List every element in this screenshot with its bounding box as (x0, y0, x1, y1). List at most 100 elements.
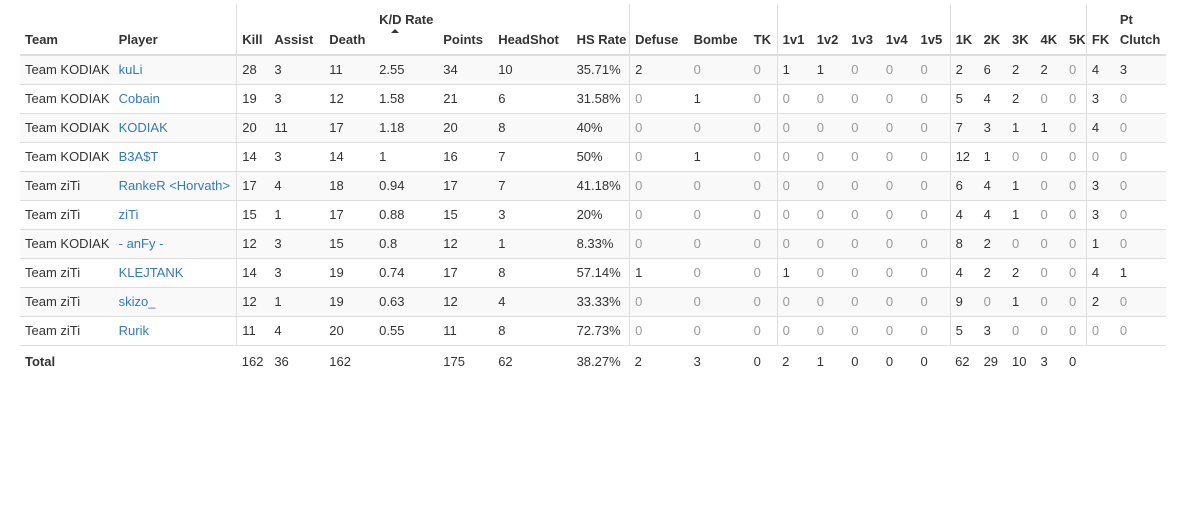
cell-v5: 0 (915, 316, 951, 346)
column-header-points[interactable]: Points (438, 4, 494, 56)
player-link[interactable]: skizo_ (118, 294, 156, 309)
cell-k2: 2 (978, 258, 1008, 288)
cell-team: Team KODIAK (20, 229, 114, 259)
cell-kill: 14 (236, 142, 270, 172)
column-header-hs-rate[interactable]: HS Rate (571, 4, 630, 56)
cell-assist: 1 (269, 200, 325, 230)
cell-bombe: 0 (688, 258, 749, 288)
cell-v2: 0 (811, 84, 847, 114)
column-header-defuse[interactable]: Defuse (629, 4, 689, 56)
player-link[interactable]: Cobain (118, 91, 160, 106)
cell-assist: 11 (269, 113, 325, 143)
total-tk: 0 (748, 345, 778, 376)
cell-headshot: 7 (493, 171, 572, 201)
cell-k4: 1 (1035, 113, 1065, 143)
cell-kd-rate: 1.18 (374, 113, 439, 143)
column-header-player[interactable]: Player (113, 4, 237, 56)
player-link[interactable]: RankeR <Horvath> (118, 178, 230, 193)
cell-death: 12 (324, 84, 375, 114)
cell-v4: 0 (880, 200, 916, 230)
column-header-label: Player (118, 32, 158, 47)
player-link[interactable]: ziTi (118, 207, 139, 222)
column-header-headshot[interactable]: HeadShot (493, 4, 572, 56)
column-header-assist[interactable]: Assist (269, 4, 325, 56)
total-points: 175 (438, 345, 494, 376)
player-link[interactable]: KLEJTANK (118, 265, 184, 280)
cell-k1: 7 (949, 113, 979, 143)
cell-k1: 4 (949, 200, 979, 230)
column-header-v3[interactable]: 1v3 (846, 4, 881, 56)
cell-defuse: 0 (629, 113, 689, 143)
column-header-bombe[interactable]: Bombe (688, 4, 749, 56)
cell-kd-rate: 2.55 (374, 55, 439, 85)
cell-assist: 4 (269, 171, 325, 201)
column-header-k5[interactable]: 5K (1064, 4, 1087, 56)
player-link[interactable]: - anFy - (118, 236, 164, 251)
column-header-label: 5K (1069, 32, 1086, 47)
cell-v5: 0 (915, 287, 951, 317)
column-header-k2[interactable]: 2K (978, 4, 1008, 56)
column-header-kd-rate[interactable]: K/D Rate (374, 4, 439, 56)
cell-v1: 0 (776, 200, 812, 230)
cell-v5: 0 (915, 229, 951, 259)
player-link[interactable]: B3A$T (118, 149, 159, 164)
cell-defuse: 0 (629, 200, 689, 230)
cell-k3: 2 (1007, 258, 1036, 288)
column-header-k1[interactable]: 1K (949, 4, 979, 56)
cell-player: Rurik (113, 316, 237, 346)
cell-k5: 0 (1064, 258, 1087, 288)
cell-k2: 0 (978, 287, 1008, 317)
cell-v4: 0 (880, 142, 916, 172)
cell-hs-rate: 35.71% (571, 55, 630, 85)
column-header-death[interactable]: Death (324, 4, 375, 56)
player-link[interactable]: kuLi (118, 62, 143, 77)
column-header-k3[interactable]: 3K (1007, 4, 1036, 56)
cell-defuse: 1 (629, 258, 689, 288)
cell-death: 18 (324, 171, 375, 201)
cell-k2: 4 (978, 84, 1008, 114)
table-row: Team KODIAK KODIAK 20 11 17 1.18 20 8 40% 0 0 0 0 0 0 0… (20, 113, 1166, 143)
column-header-tk[interactable]: TK (748, 4, 778, 56)
column-header-k4[interactable]: 4K (1035, 4, 1065, 56)
cell-player: RankeR <Horvath> (113, 171, 237, 201)
column-header-pt-clutch[interactable]: Pt Clutch (1114, 4, 1166, 56)
cell-k5: 0 (1064, 316, 1087, 346)
column-header-v4[interactable]: 1v4 (880, 4, 916, 56)
cell-team: Team KODIAK (20, 142, 114, 172)
cell-bombe: 0 (688, 200, 749, 230)
table-row: Team ziTi Rurik 11 4 20 0.55 11 8 72.73% 0 0 0 0 0 0 0 0… (20, 316, 1166, 346)
column-header-label: Assist (274, 32, 314, 47)
column-header-v2[interactable]: 1v2 (811, 4, 847, 56)
cell-team: Team ziTi (20, 287, 114, 317)
cell-k4: 0 (1035, 84, 1065, 114)
column-header-v5[interactable]: 1v5 (915, 4, 951, 56)
cell-v1: 0 (776, 287, 812, 317)
cell-kill: 12 (236, 287, 270, 317)
column-header-label: 1v1 (782, 32, 805, 47)
cell-v3: 0 (846, 142, 881, 172)
cell-fk: 0 (1085, 316, 1115, 346)
column-header-kill[interactable]: Kill (236, 4, 270, 56)
cell-v2: 1 (811, 55, 847, 85)
column-header-v1[interactable]: 1v1 (776, 4, 812, 56)
cell-kd-rate: 1.58 (374, 84, 439, 114)
cell-headshot: 6 (493, 84, 572, 114)
cell-k4: 0 (1035, 287, 1065, 317)
cell-fk: 3 (1085, 171, 1115, 201)
cell-k1: 9 (949, 287, 979, 317)
cell-death: 15 (324, 229, 375, 259)
player-link[interactable]: KODIAK (118, 120, 168, 135)
cell-k4: 2 (1035, 55, 1065, 85)
player-link[interactable]: Rurik (118, 323, 149, 338)
cell-v3: 0 (846, 84, 881, 114)
cell-headshot: 8 (493, 316, 572, 346)
total-k2: 29 (978, 345, 1008, 376)
cell-v4: 0 (880, 55, 916, 85)
cell-k3: 1 (1007, 200, 1036, 230)
cell-k2: 6 (978, 55, 1008, 85)
cell-v5: 0 (915, 200, 951, 230)
cell-k1: 2 (949, 55, 979, 85)
column-header-team[interactable]: Team (20, 4, 114, 56)
column-header-fk[interactable]: FK (1085, 4, 1115, 56)
cell-points: 21 (438, 84, 494, 114)
